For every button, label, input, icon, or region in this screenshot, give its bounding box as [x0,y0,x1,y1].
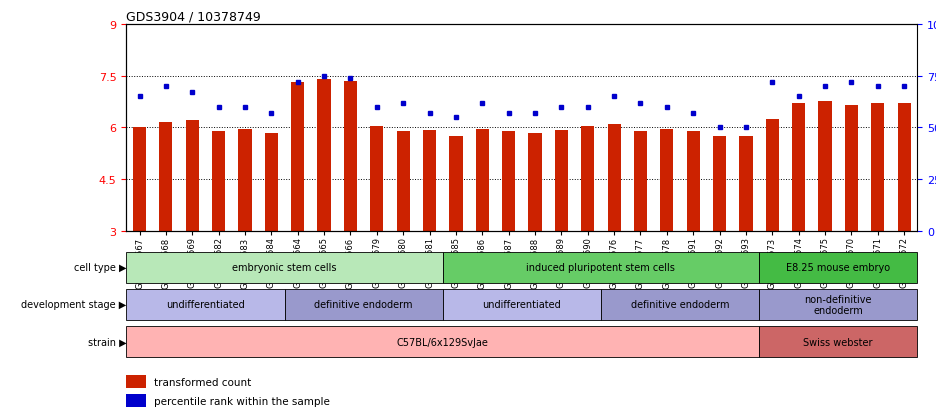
Bar [759,326,917,357]
Bar [443,289,601,320]
Bar [555,131,568,231]
Text: undifferentiated: undifferentiated [482,299,562,310]
Bar [443,252,759,283]
Bar [212,131,226,231]
Bar [291,83,304,231]
Bar [126,289,285,320]
Bar [759,252,917,283]
Bar [239,130,252,231]
Text: C57BL/6x129SvJae: C57BL/6x129SvJae [397,337,489,347]
Bar [634,131,647,231]
Bar [759,289,917,320]
Bar [766,119,779,231]
Bar [898,104,911,231]
Text: Swiss webster: Swiss webster [803,337,873,347]
Text: induced pluripotent stem cells: induced pluripotent stem cells [526,262,676,273]
Text: cell type ▶: cell type ▶ [74,262,126,273]
Bar [317,80,330,231]
Text: transformed count: transformed count [154,377,251,387]
Bar [502,131,515,231]
Text: E8.25 mouse embryo: E8.25 mouse embryo [786,262,890,273]
Text: non-definitive
endoderm: non-definitive endoderm [804,294,872,316]
Bar [126,394,146,407]
Bar [792,104,805,231]
Bar [265,133,278,231]
Text: GDS3904 / 10378749: GDS3904 / 10378749 [126,11,261,24]
Bar [423,131,436,231]
Bar [126,375,146,388]
Bar [159,123,172,231]
Bar [475,130,489,231]
Bar [660,130,673,231]
Bar [818,102,831,231]
Bar [529,133,542,231]
Bar [344,82,357,231]
Bar [126,326,759,357]
Text: development stage ▶: development stage ▶ [22,299,126,310]
Bar [126,252,443,283]
Bar [371,126,384,231]
Bar [601,289,759,320]
Text: definitive endoderm: definitive endoderm [631,299,729,310]
Text: definitive endoderm: definitive endoderm [314,299,413,310]
Bar [397,131,410,231]
Bar [739,137,753,231]
Bar [285,289,443,320]
Bar [133,128,146,231]
Text: percentile rank within the sample: percentile rank within the sample [154,396,329,406]
Bar [449,137,462,231]
Bar [581,126,594,231]
Bar [713,137,726,231]
Bar [871,104,885,231]
Text: embryonic stem cells: embryonic stem cells [232,262,337,273]
Bar [687,131,700,231]
Text: undifferentiated: undifferentiated [166,299,245,310]
Text: strain ▶: strain ▶ [88,337,126,347]
Bar [185,121,198,231]
Bar [607,125,621,231]
Bar [845,106,858,231]
